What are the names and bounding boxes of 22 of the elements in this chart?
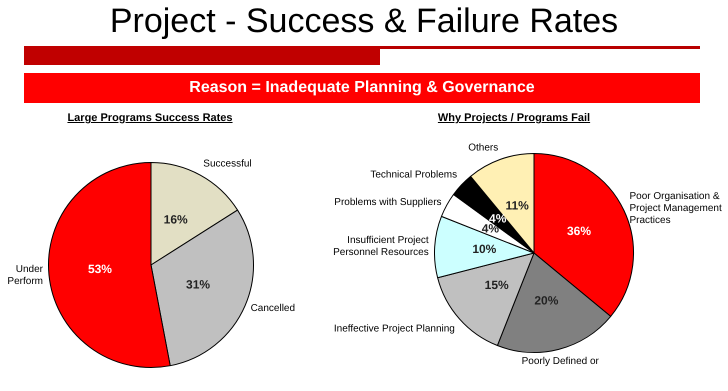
data-label: 11% — [505, 198, 530, 213]
data-label: 15% — [484, 278, 510, 292]
data-label: 16% — [164, 212, 188, 226]
text: Project - Success & Failure Rates — [108, 1, 620, 42]
slice-label: Problems with Suppliers — [334, 196, 442, 208]
chart-title: Why Projects / Programs Fail — [436, 112, 592, 124]
slice-label: Others — [468, 142, 498, 154]
text: Reason = Inadequate Planning & Governance — [24, 73, 700, 103]
data-label: 20% — [534, 294, 559, 308]
slice-label: Under Perform — [7, 264, 44, 287]
slice-label: Technical Problems — [370, 170, 458, 181]
chart-title: Large Programs Success Rates — [66, 112, 234, 124]
slice-label: Insufficient Project Personnel Resources — [333, 235, 429, 258]
slice-label: Successful — [203, 158, 252, 170]
slice-label: Cancelled — [250, 302, 296, 314]
slice-label: Poor Organisation & Project Management Practices — [629, 190, 722, 226]
data-label: 36% — [567, 224, 592, 238]
data-label: 31% — [186, 278, 210, 292]
data-label: 10% — [472, 242, 497, 256]
slice-label: Poorly Defined or — [522, 356, 600, 367]
data-label: 53% — [88, 262, 112, 276]
slice-label: Ineffective Project Planning — [334, 324, 455, 335]
